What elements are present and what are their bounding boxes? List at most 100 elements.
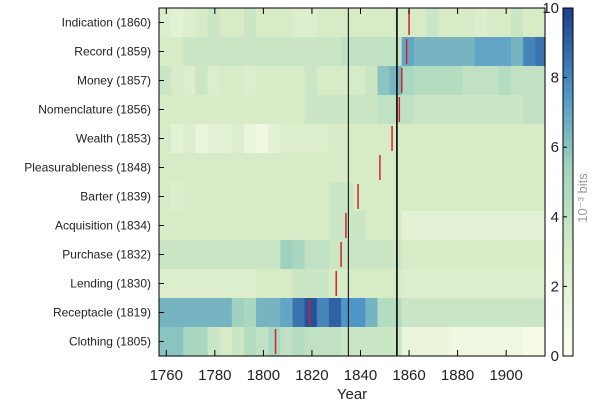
heatmap-cell — [256, 298, 269, 328]
heatmap-cell — [159, 240, 172, 270]
row-label: Wealth (1853) — [76, 132, 151, 146]
heatmap-cell — [268, 211, 281, 241]
row-label: Record (1859) — [74, 45, 151, 59]
heatmap-cell — [353, 327, 366, 357]
heatmap-cell — [195, 66, 209, 96]
heatmap-cell — [413, 153, 427, 183]
heatmap-cell — [401, 66, 415, 96]
heatmap-cell — [426, 95, 439, 125]
heatmap-cell — [523, 124, 536, 154]
heatmap-cell — [438, 211, 451, 241]
heatmap-cell — [341, 124, 354, 154]
heatmap-cell — [474, 124, 488, 154]
heatmap-cell — [268, 66, 281, 96]
colorbar-label: 10⁻³ bits — [575, 173, 590, 223]
heatmap-cell — [511, 124, 524, 154]
heatmap-cell — [207, 211, 221, 241]
heatmap-cell — [450, 182, 464, 212]
heatmap-cell — [231, 124, 245, 154]
heatmap-cell — [498, 37, 512, 67]
heatmap-cell — [426, 211, 439, 241]
heatmap-cell — [183, 211, 197, 241]
heatmap-cell — [401, 327, 415, 357]
heatmap-cell — [280, 8, 294, 38]
heatmap-cell — [256, 327, 269, 357]
heatmap-cell — [207, 240, 221, 270]
heatmap-cell — [474, 8, 488, 38]
heatmap-cell — [292, 298, 306, 328]
heatmap-cell — [207, 327, 221, 357]
heatmap-cell — [219, 269, 233, 299]
heatmap-cell — [353, 298, 366, 328]
colorbar-ramp — [562, 7, 574, 357]
heatmap-cell — [328, 66, 342, 96]
heatmap-cell — [365, 269, 379, 299]
heatmap-cell — [535, 153, 546, 183]
heatmap-cell — [535, 240, 546, 270]
colorbar-tick-label: 4 — [551, 209, 559, 226]
heatmap-cell — [159, 66, 172, 96]
heatmap-cell — [353, 182, 366, 212]
heatmap-cell — [231, 298, 245, 328]
heatmap-cell — [243, 211, 257, 241]
heatmap-cell — [195, 8, 209, 38]
heatmap-cell — [498, 182, 512, 212]
heatmap-cell — [171, 240, 184, 270]
heatmap-cell — [256, 95, 269, 125]
heatmap-cell — [377, 124, 391, 154]
heatmap-cell — [171, 66, 184, 96]
heatmap-cell — [219, 211, 233, 241]
heatmap-cell — [511, 8, 524, 38]
heatmap-cell — [207, 37, 221, 67]
heatmap-cell — [535, 37, 546, 67]
heatmap-cell — [450, 327, 464, 357]
heatmap-cell — [341, 269, 354, 299]
heatmap-cell — [304, 66, 318, 96]
heatmap-cell — [328, 327, 342, 357]
heatmap-cell — [535, 124, 546, 154]
heatmap-cell — [341, 240, 354, 270]
heatmap-cell — [438, 66, 451, 96]
heatmap-cell — [389, 327, 403, 357]
colorbar-tick-label: 0 — [551, 348, 559, 365]
heatmap-cell — [243, 66, 257, 96]
reference-lines — [347, 8, 398, 356]
heatmap-cell — [183, 8, 197, 38]
heatmap-cell — [498, 8, 512, 38]
heatmap-cell — [389, 8, 403, 38]
heatmap-cell — [280, 211, 294, 241]
heatmap-cell — [207, 124, 221, 154]
heatmap-cell — [256, 269, 269, 299]
heatmap-cell — [159, 327, 172, 357]
heatmap-cell — [183, 240, 197, 270]
heatmap-cells — [159, 8, 546, 357]
heatmap-cell — [353, 66, 366, 96]
colorbar-ticks: 0 2 4 6 8 10 — [542, 0, 567, 365]
heatmap-cell — [462, 124, 476, 154]
heatmap-cell — [316, 153, 330, 183]
heatmap-cell — [389, 37, 403, 67]
heatmap-cell — [268, 95, 281, 125]
heatmap-cell — [304, 211, 318, 241]
heatmap-cell — [341, 95, 354, 125]
heatmap-cell — [341, 8, 354, 38]
heatmap-cell — [498, 95, 512, 125]
heatmap-cell — [486, 95, 500, 125]
heatmap-cell — [474, 153, 488, 183]
heatmap-cell — [377, 95, 391, 125]
row-label: Purchase (1832) — [62, 248, 151, 262]
heatmap-cell — [219, 298, 233, 328]
heatmap-cell — [401, 153, 415, 183]
heatmap-cell — [256, 8, 269, 38]
x-axis-ticks: 1760 1780 1800 1820 1840 1860 1880 1900 — [150, 8, 523, 384]
heatmap-cell — [353, 240, 366, 270]
heatmap-cell — [268, 8, 281, 38]
heatmap-cell — [171, 211, 184, 241]
heatmap-cell — [231, 153, 245, 183]
heatmap-cell — [462, 211, 476, 241]
heatmap-cell — [256, 182, 269, 212]
heatmap-cell — [535, 66, 546, 96]
heatmap-cell — [353, 269, 366, 299]
heatmap-cell — [183, 327, 197, 357]
x-tick-label: 1800 — [247, 367, 280, 384]
